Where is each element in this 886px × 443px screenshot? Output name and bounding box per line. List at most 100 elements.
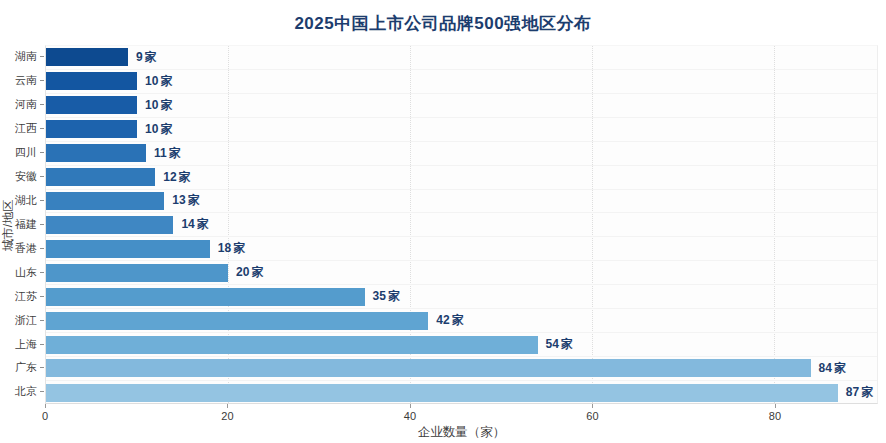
y-tick-label-text: 浙江 xyxy=(15,313,37,328)
bar xyxy=(46,312,428,330)
bar-value-number: 11 xyxy=(154,146,167,160)
bar-rows: 9家10家10家10家11家12家13家14家18家20家35家42家54家84… xyxy=(46,46,877,405)
y-tick-label-text: 香港 xyxy=(15,241,37,256)
bar-value-number: 18 xyxy=(218,241,231,255)
bar-value-unit: 家 xyxy=(861,385,873,399)
y-tick-mark xyxy=(40,80,44,81)
bar-value-label: 20家 xyxy=(236,264,263,281)
y-tick-label-text: 安徽 xyxy=(15,169,37,184)
bar-value-unit: 家 xyxy=(160,122,172,136)
bar-value-label: 42家 xyxy=(436,312,463,329)
bar-row: 87家 xyxy=(46,381,877,405)
y-tick-label: 河南 xyxy=(0,93,45,117)
y-tick-label: 浙江 xyxy=(0,308,45,332)
bar xyxy=(46,359,811,377)
bar-value-number: 14 xyxy=(181,217,194,231)
bar xyxy=(46,48,128,66)
bar-value-unit: 家 xyxy=(145,50,157,64)
bar-value-unit: 家 xyxy=(561,337,573,351)
bar-value-label: 54家 xyxy=(546,336,573,353)
bar-value-label: 10家 xyxy=(145,97,172,114)
bar-row: 35家 xyxy=(46,285,877,309)
y-tick-mark xyxy=(40,128,44,129)
y-tick-label-text: 北京 xyxy=(15,384,37,399)
y-tick-mark xyxy=(40,248,44,249)
y-tick-label-text: 湖南 xyxy=(15,49,37,64)
bar-value-number: 10 xyxy=(145,98,158,112)
bar-row: 18家 xyxy=(46,237,877,261)
bar-row: 13家 xyxy=(46,190,877,214)
bar-value-label: 11家 xyxy=(154,145,181,162)
bar-row: 54家 xyxy=(46,333,877,357)
y-tick-label: 云南 xyxy=(0,69,45,93)
y-tick-label: 安徽 xyxy=(0,165,45,189)
y-tick-label: 江苏 xyxy=(0,284,45,308)
bar-value-number: 12 xyxy=(163,170,176,184)
bar-row: 11家 xyxy=(46,142,877,166)
y-tick-mark xyxy=(40,296,44,297)
bar xyxy=(46,240,210,258)
x-tick-mark xyxy=(775,404,776,408)
bar-value-unit: 家 xyxy=(388,289,400,303)
y-tick-label: 香港 xyxy=(0,236,45,260)
bar xyxy=(46,120,137,138)
y-tick-mark xyxy=(40,224,44,225)
y-tick-label-text: 江苏 xyxy=(15,289,37,304)
bar-value-label: 12家 xyxy=(163,169,190,186)
bar xyxy=(46,72,137,90)
y-axis-tick-labels: 湖南云南河南江西四川安徽湖北福建香港山东江苏浙江上海广东北京 xyxy=(0,45,45,404)
bar-row: 10家 xyxy=(46,70,877,94)
bar-row: 10家 xyxy=(46,94,877,118)
x-tick-mark xyxy=(410,404,411,408)
y-tick-label: 北京 xyxy=(0,380,45,404)
x-tick-mark xyxy=(45,404,46,408)
bar-value-label: 87家 xyxy=(846,384,873,401)
bar-value-unit: 家 xyxy=(160,74,172,88)
x-tick-label: 40 xyxy=(404,410,416,422)
y-tick-label-text: 江西 xyxy=(15,121,37,136)
bar-value-label: 10家 xyxy=(145,73,172,90)
y-tick-label: 湖南 xyxy=(0,45,45,69)
bar-value-number: 9 xyxy=(136,50,143,64)
bar-value-label: 18家 xyxy=(218,240,245,257)
y-tick-label: 四川 xyxy=(0,141,45,165)
y-tick-label-text: 四川 xyxy=(15,145,37,160)
y-tick-label-text: 云南 xyxy=(15,73,37,88)
bar-row: 10家 xyxy=(46,118,877,142)
y-tick-label: 上海 xyxy=(0,332,45,356)
bar-value-number: 10 xyxy=(145,122,158,136)
x-tick-label: 80 xyxy=(769,410,781,422)
bar-row: 42家 xyxy=(46,309,877,333)
y-tick-label: 湖北 xyxy=(0,189,45,213)
bar xyxy=(46,384,838,402)
bar xyxy=(46,192,164,210)
x-tick-label: 20 xyxy=(221,410,233,422)
bar-value-label: 10家 xyxy=(145,121,172,138)
plot-area: 9家10家10家10家11家12家13家14家18家20家35家42家54家84… xyxy=(45,45,878,404)
bar-value-unit: 家 xyxy=(179,170,191,184)
bar-value-unit: 家 xyxy=(188,193,200,207)
bar xyxy=(46,336,538,354)
bar xyxy=(46,168,155,186)
bar-value-unit: 家 xyxy=(160,98,172,112)
bar-value-label: 35家 xyxy=(373,288,400,305)
bar xyxy=(46,216,173,234)
y-tick-label: 广东 xyxy=(0,356,45,380)
y-tick-label-text: 广东 xyxy=(15,360,37,375)
bar-value-unit: 家 xyxy=(834,361,846,375)
bar-value-unit: 家 xyxy=(251,265,263,279)
y-tick-mark xyxy=(40,344,44,345)
y-tick-label-text: 福建 xyxy=(15,217,37,232)
y-tick-mark xyxy=(40,56,44,57)
bar-value-number: 10 xyxy=(145,74,158,88)
bar-value-label: 14家 xyxy=(181,216,208,233)
bar xyxy=(46,144,146,162)
bar-value-label: 9家 xyxy=(136,49,157,66)
bar-value-label: 13家 xyxy=(172,192,199,209)
bar xyxy=(46,96,137,114)
x-tick-mark xyxy=(592,404,593,408)
y-tick-label-text: 上海 xyxy=(15,337,37,352)
bar-row: 20家 xyxy=(46,261,877,285)
y-tick-label-text: 河南 xyxy=(15,97,37,112)
bar-chart: 2025中国上市公司品牌500强地区分布 城市/地区 湖南云南河南江西四川安徽湖… xyxy=(0,0,886,443)
